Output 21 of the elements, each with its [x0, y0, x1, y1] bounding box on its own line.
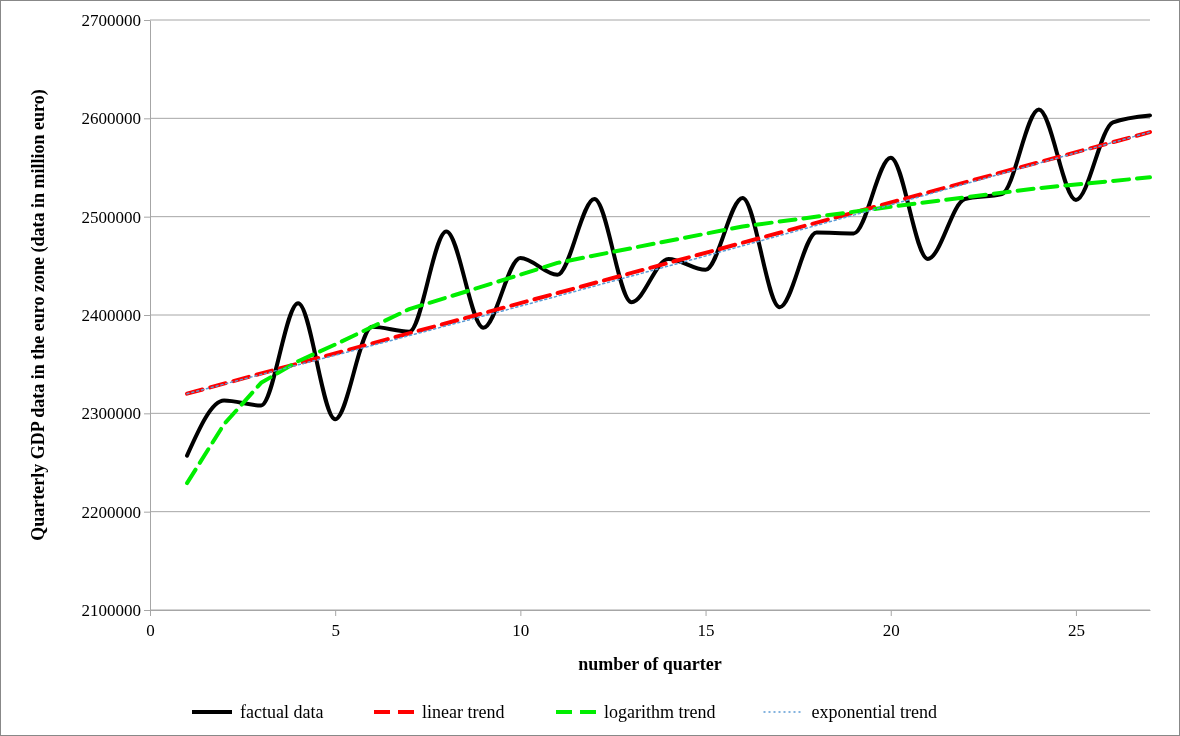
x-tick-label: 5: [331, 621, 340, 640]
x-tick-label: 10: [512, 621, 530, 640]
legend-label: exponential trend: [811, 702, 937, 722]
legend-label: linear trend: [422, 702, 505, 722]
legend-label: logarithm trend: [604, 702, 716, 722]
y-tick-label: 2200000: [81, 502, 141, 522]
y-tick-label: 2600000: [81, 109, 141, 129]
y-tick-label: 2400000: [81, 305, 141, 325]
x-tick-label: 25: [1067, 621, 1085, 640]
y-tick-label: 2100000: [81, 600, 141, 620]
x-axis-title: number of quarter: [578, 654, 722, 674]
y-tick-label: 2300000: [81, 404, 141, 424]
x-tick-label: 0: [146, 621, 155, 640]
x-tick-label: 15: [697, 621, 715, 640]
legend-label: factual data: [240, 702, 324, 722]
x-tick-label: 20: [882, 621, 900, 640]
line-series: [185, 175, 1152, 486]
y-axis-title: Quarterly GDP data in the euro zone (data in million euro): [28, 89, 49, 541]
y-tick-label: 2700000: [81, 10, 141, 30]
line-series: [185, 107, 1152, 458]
y-tick-label: 2500000: [81, 207, 141, 227]
